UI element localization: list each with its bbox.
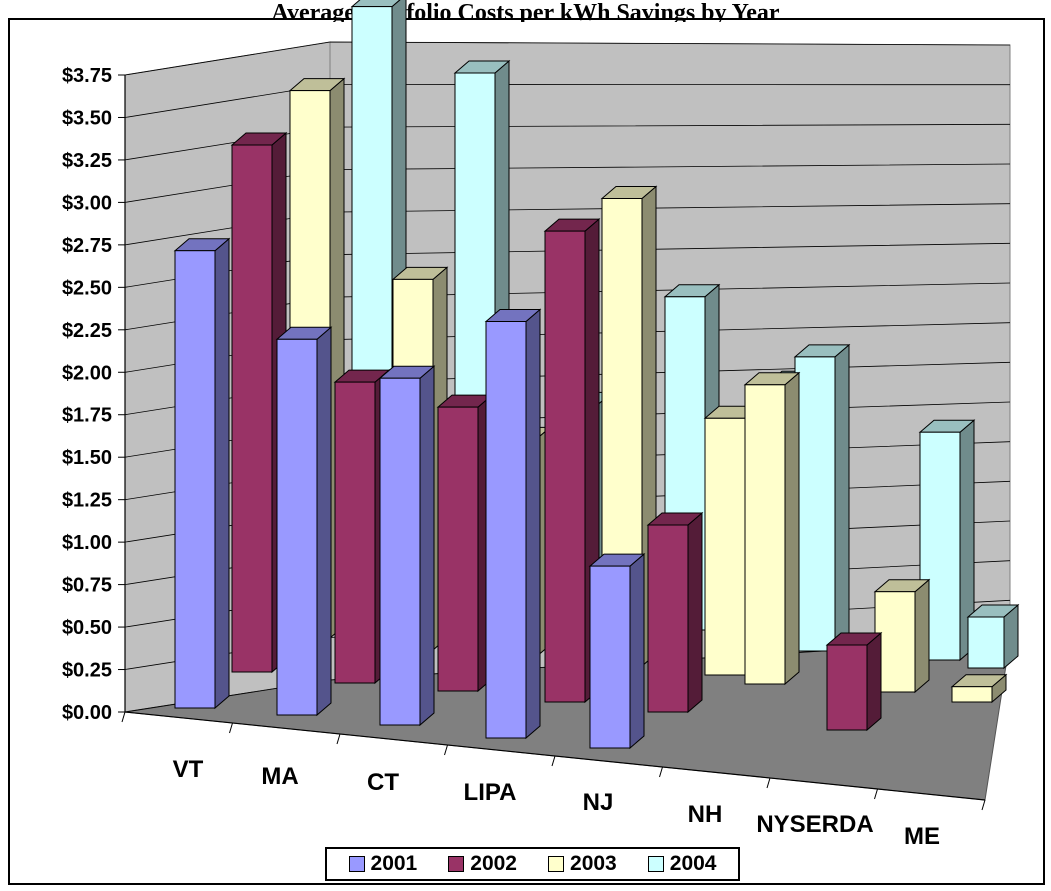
bar-front [379, 377, 421, 726]
axis-labels: $0.00 $0.25 $0.50 $0.75 $1.00 $1.25 $1.50 $1.75… [62, 65, 940, 850]
legend: 2001 2002 2003 2004 [325, 847, 740, 881]
bar-2001-VT [173, 237, 231, 710]
chart-frame [8, 18, 1045, 885]
x-tick-mark [659, 766, 663, 778]
bar-2002-CT [436, 394, 494, 693]
x-tick-mark [874, 788, 878, 800]
bar-2001-NJ [588, 553, 646, 750]
bar-front [334, 381, 376, 684]
bars-group [173, 0, 1020, 750]
x-tick-label: NJ [583, 789, 614, 816]
legend-swatch [448, 856, 465, 872]
x-tick-mark [229, 722, 233, 734]
x-tick-mark [121, 711, 126, 723]
bar-side [687, 511, 703, 714]
bar-2003-NYSERDA [873, 578, 931, 694]
y-tick-label: $1.75 [62, 405, 112, 427]
legend-swatch [647, 856, 664, 872]
y-tick-label: $2.75 [62, 235, 112, 257]
bar-front [231, 144, 273, 673]
legend-item-2002: 2002 [448, 852, 517, 876]
x-tick-label: CT [367, 769, 399, 796]
y-tick-label: $0.75 [62, 575, 112, 597]
y-tick-label: $0.00 [62, 702, 112, 724]
bar-side [834, 343, 850, 653]
y-tick-label: $1.50 [62, 447, 112, 469]
bar-side [316, 326, 332, 717]
legend-label: 2004 [669, 852, 717, 875]
bar-front [174, 250, 216, 709]
y-tick-label: $2.25 [62, 320, 112, 342]
bar-front [951, 686, 993, 703]
bar-front [967, 616, 1005, 669]
bar-side [866, 631, 882, 732]
bar-front [794, 356, 836, 652]
legend-label: 2003 [570, 852, 617, 875]
y-tick-label: $0.50 [62, 617, 112, 639]
x-tick-mark [766, 777, 771, 789]
legend-swatch [348, 856, 365, 872]
bar-2002-NYSERDA [825, 631, 883, 732]
x-tick-label: NH [688, 801, 723, 828]
y-tick-label: $3.50 [62, 107, 112, 129]
bar-front [647, 524, 689, 713]
legend-label: 2001 [370, 852, 418, 875]
y-tick-label: $0.25 [62, 660, 112, 682]
bar-2003-NH [743, 371, 801, 686]
bar-front [874, 591, 916, 693]
bar-front [437, 406, 479, 692]
bar-2002-NJ [646, 511, 704, 714]
x-tick-mark [551, 755, 556, 767]
y-tick-label: $3.25 [62, 150, 112, 172]
bar-side [784, 371, 800, 686]
x-tick-mark [336, 733, 341, 745]
legend-label: 2002 [470, 852, 517, 875]
bar-2001-MA [275, 326, 333, 717]
legend-item-2004: 2004 [647, 852, 717, 876]
legend-item-2003: 2003 [548, 852, 617, 876]
x-tick-label: LIPA [464, 779, 517, 806]
bar-side [525, 308, 541, 740]
bar-side [629, 553, 645, 750]
bar-2004-NH [793, 343, 851, 653]
bar-front [704, 417, 746, 676]
bar-front [826, 644, 868, 731]
y-tick-label: $3.75 [62, 65, 112, 87]
bar-side [419, 365, 435, 727]
legend-item-2001: 2001 [348, 852, 418, 876]
legend-swatch [548, 856, 565, 872]
y-tick-label: $1.00 [62, 532, 112, 554]
bar-2004-NYSERDA [918, 419, 976, 662]
x-tick-mark [444, 744, 448, 756]
y-tick-label: $2.50 [62, 277, 112, 299]
y-tick-label: $2.00 [62, 362, 112, 384]
gridline [124, 41, 1011, 76]
bar-front [544, 230, 586, 703]
y-tick-label: $1.25 [62, 490, 112, 512]
bar-front [589, 565, 631, 749]
bar-front [744, 384, 786, 685]
x-tick-label: ME [904, 823, 940, 850]
bar-front [485, 321, 527, 739]
bar-2003-ME [950, 673, 1008, 704]
x-tick-label: VT [173, 756, 204, 783]
y-tick-label: $3.00 [62, 192, 112, 214]
bar-2004-ME [966, 603, 1020, 670]
bar-side [214, 237, 230, 710]
bar-side [914, 578, 930, 694]
bar-2001-LIPA [484, 308, 542, 740]
bar-2001-CT [378, 365, 436, 727]
x-tick-label: NYSERDA [756, 811, 873, 838]
bar-front [276, 338, 318, 716]
x-tick-label: MA [261, 763, 298, 790]
x-tick-mark [981, 799, 986, 811]
